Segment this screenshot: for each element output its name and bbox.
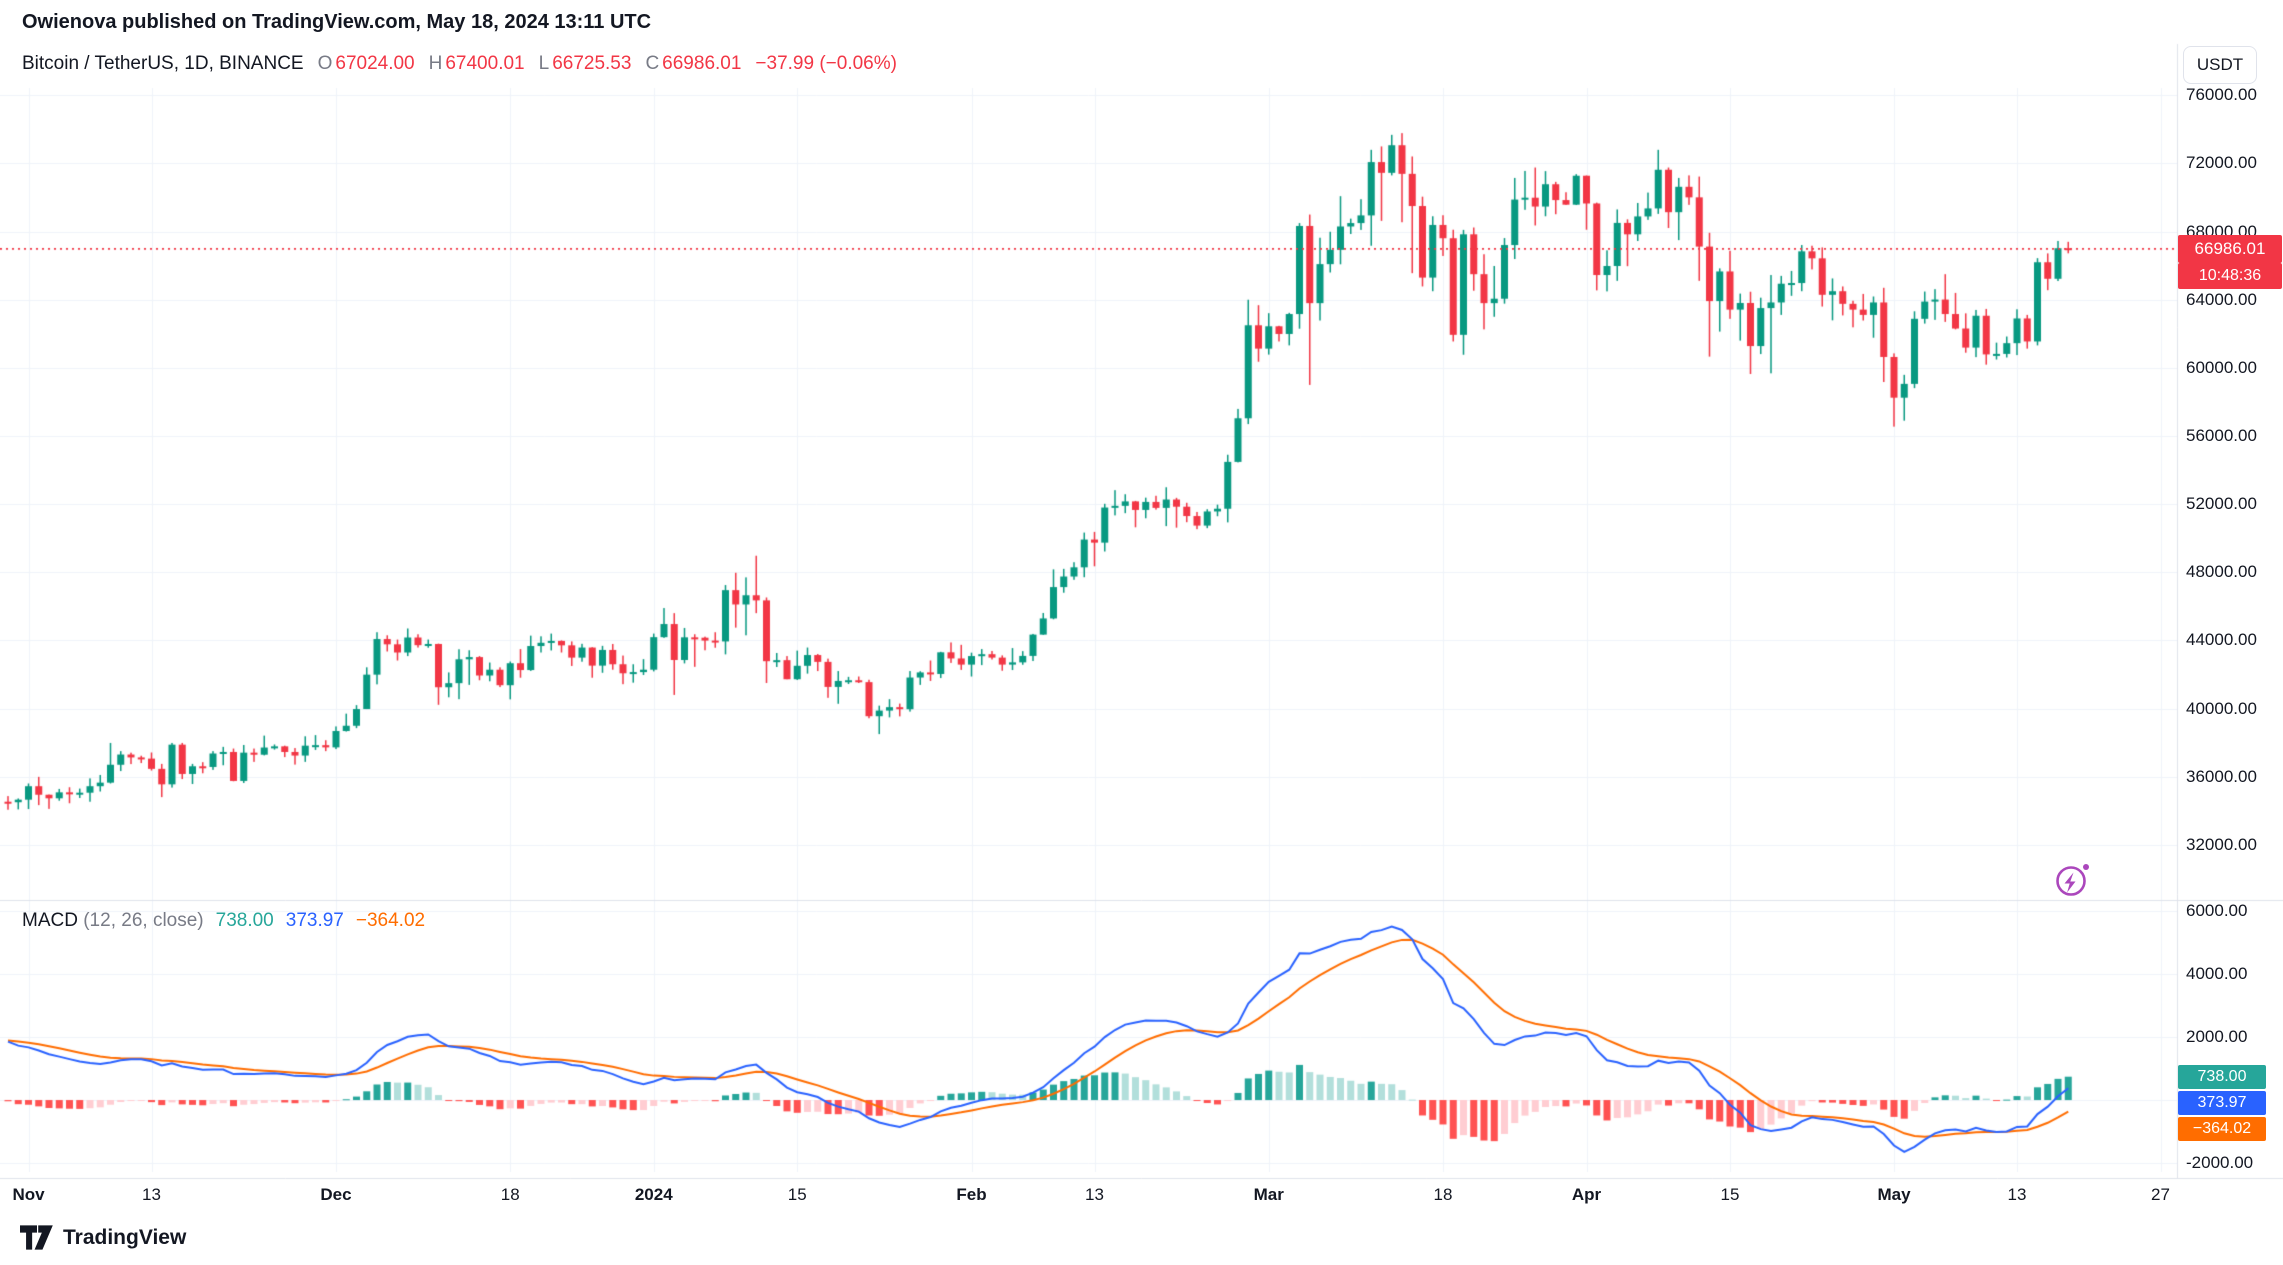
price-axis[interactable]: 66986.01 10:48:36 738.00 373.97 −364.02 … [2177,44,2283,1178]
time-axis-tick: May [1877,1185,1911,1204]
macd-hist-value: 738.00 [215,910,274,931]
time-axis-tick: Nov [12,1185,45,1204]
ohlc-close: C 66986.01 [645,53,741,75]
price-axis-tick: 44000.00 [2186,630,2257,650]
time-axis-tick: 13 [2007,1185,2027,1204]
currency-button[interactable]: USDT [2183,46,2257,84]
price-axis-tick: 72000.00 [2186,153,2257,173]
time-axis-tick: 27 [2151,1185,2170,1204]
close-label: C [645,53,660,74]
price-axis-tick: 56000.00 [2186,426,2257,445]
time-axis-tick: Feb [956,1185,987,1204]
publish-title: Owienova published on TradingView.com, M… [22,11,652,33]
ohlc-low: L 66725.53 [539,53,632,75]
price-axis-tick: 52000.00 [2186,494,2257,514]
macd-hist-axis-label: 738.00 [2178,1064,2266,1089]
price-axis-tick: 36000.00 [2186,766,2257,786]
symbol-title[interactable]: Bitcoin / TetherUS, 1D, BINANCE [22,53,304,74]
macd-signal-axis-label: −364.02 [2178,1116,2266,1141]
time-axis[interactable]: Nov 13 Dec 18 2024 15 Feb 13 Mar 18 Apr 15 May 13 27 [0,1178,2283,1214]
ohlc-open: O 67024.00 [318,53,415,75]
macd-axis-tick: 4000.00 [2186,963,2248,983]
time-axis-tick: 18 [500,1185,520,1204]
macd-params: (12, 26, close) [83,910,204,931]
flash-snapshot-icon[interactable] [2050,858,2094,902]
time-axis-tick: 15 [1720,1185,1740,1204]
ohlc-high: H 67400.01 [429,53,525,75]
price-axis-tick: 60000.00 [2186,357,2257,377]
open-label: O [317,53,333,74]
price-axis-tick: 48000.00 [2186,562,2257,582]
price-label: 66986.01 [2178,234,2282,263]
macd-signal-value: −364.02 [355,910,426,931]
low-value: 66725.53 [552,53,632,74]
macd-title[interactable]: MACD (12, 26, close) [22,910,204,932]
time-axis-tick: 13 [142,1185,161,1204]
price-axis-tick: 64000.00 [2186,289,2257,309]
time-axis-tick: Apr [1571,1185,1602,1204]
tradingview-logo[interactable]: TradingView [20,1224,186,1251]
macd-title-text: MACD [22,910,78,931]
time-axis-tick: Dec [320,1185,352,1204]
macd-header: MACD (12, 26, close) 738.00 373.97 −364.… [22,910,425,932]
price-axis-tick: 76000.00 [2186,85,2257,105]
close-value: 66986.01 [662,53,742,74]
high-value: 67400.01 [445,53,525,74]
macd-line-value: 373.97 [285,910,344,931]
price-axis-tick: 32000.00 [2186,834,2257,854]
macd-axis-tick: 2000.00 [2186,1027,2248,1046]
countdown-label: 10:48:36 [2178,262,2282,289]
time-axis-tick: 15 [787,1185,807,1204]
symbol-header: Bitcoin / TetherUS, 1D, BINANCE O 67024.0… [22,53,897,75]
tradingview-logo-text: TradingView [63,1225,187,1249]
time-axis-tick: Mar [1253,1185,1284,1204]
open-value: 67024.00 [335,53,415,74]
macd-line-axis-label: 373.97 [2178,1090,2266,1115]
change-value: −37.99 (−0.06%) [755,53,897,74]
high-label: H [428,53,443,74]
price-axis-tick: 40000.00 [2186,698,2257,718]
macd-axis-tick: -2000.00 [2186,1153,2254,1173]
low-label: L [538,53,550,74]
time-axis-tick: 13 [1085,1185,1104,1204]
macd-axis-tick: 6000.00 [2186,900,2248,920]
tradingview-logo-icon [20,1225,53,1250]
time-axis-tick: 2024 [634,1185,673,1204]
time-axis-tick: 18 [1433,1185,1453,1204]
